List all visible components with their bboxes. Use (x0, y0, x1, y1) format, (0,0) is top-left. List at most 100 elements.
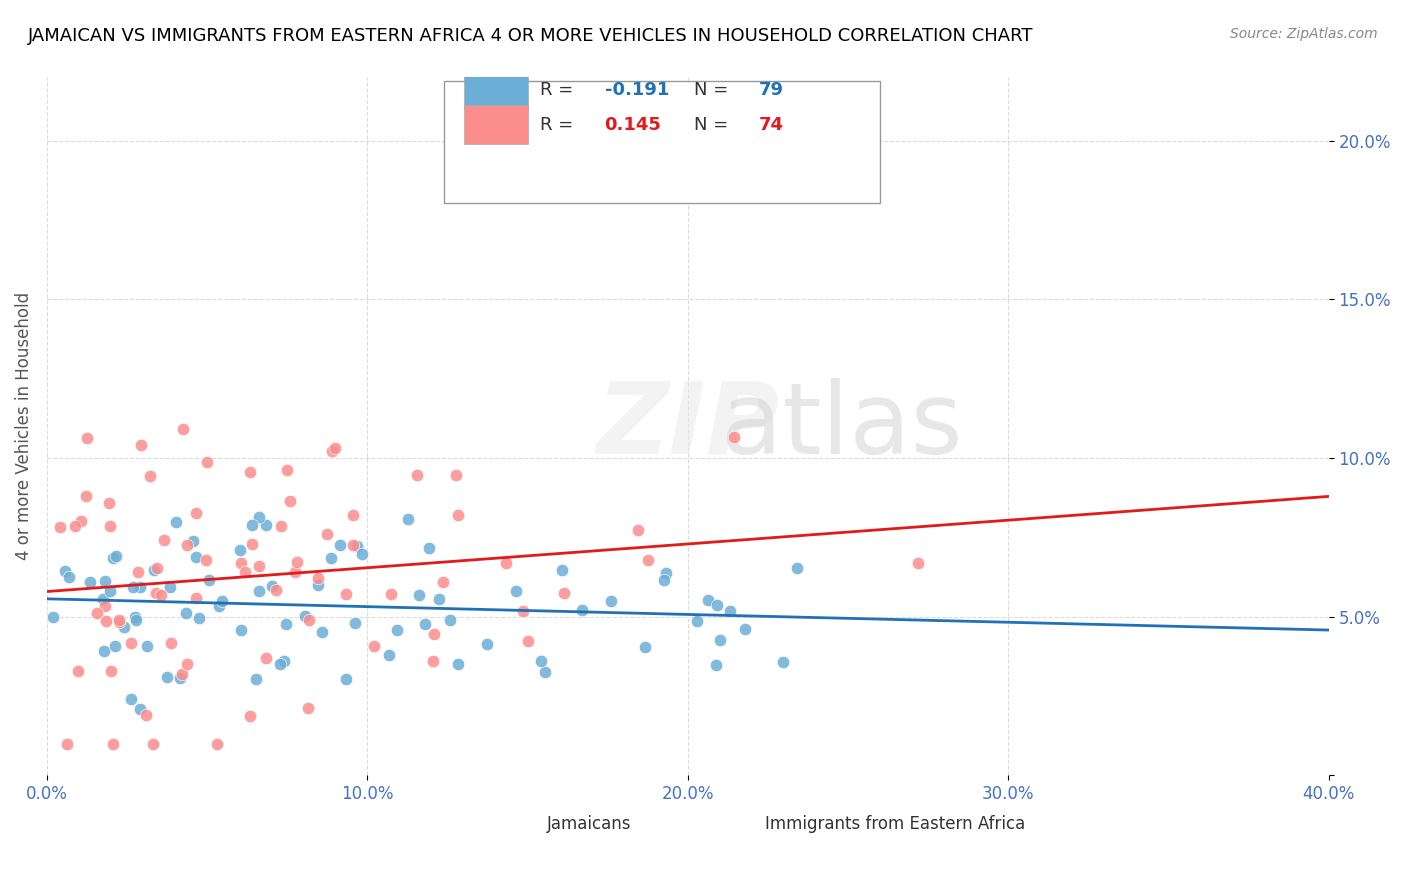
Point (475, 637, 498, 651)
Point (380, 587, 402, 601)
Point (329, 538, 352, 552)
Point (174, 607, 197, 621)
Point (533, 665, 555, 680)
Point (239, 465, 262, 479)
Point (105, 549, 128, 563)
Point (571, 603, 593, 617)
FancyBboxPatch shape (464, 70, 527, 109)
Point (516, 633, 538, 648)
Point (183, 533, 205, 548)
Point (346, 540, 368, 554)
Point (553, 586, 575, 600)
Point (103, 737, 125, 751)
Point (233, 565, 256, 579)
Point (315, 526, 337, 541)
Point (276, 463, 298, 477)
Point (427, 592, 450, 607)
Point (207, 737, 229, 751)
Point (406, 467, 429, 482)
Point (704, 658, 727, 673)
Point (439, 613, 461, 627)
Point (706, 599, 728, 613)
Point (93, 591, 115, 606)
Point (245, 672, 267, 686)
Point (76, 431, 98, 445)
FancyBboxPatch shape (707, 806, 758, 842)
Text: Source: ZipAtlas.com: Source: ZipAtlas.com (1230, 27, 1378, 41)
Point (652, 574, 675, 588)
Point (285, 555, 308, 569)
Point (422, 654, 444, 668)
Point (444, 468, 467, 483)
Point (122, 580, 145, 594)
Point (97, 496, 120, 510)
Point (418, 541, 440, 555)
Point (413, 617, 436, 632)
Point (342, 508, 364, 522)
Point (342, 538, 364, 552)
FancyBboxPatch shape (444, 81, 880, 203)
Text: Jamaicans: Jamaicans (547, 815, 631, 833)
Point (138, 469, 160, 483)
Point (321, 550, 343, 565)
Point (93, 643, 115, 657)
Point (98, 584, 121, 599)
Point (378, 648, 401, 662)
Point (551, 563, 574, 577)
Point (447, 657, 470, 671)
Point (108, 613, 131, 627)
Point (165, 515, 187, 529)
Text: -0.191: -0.191 (605, 81, 669, 99)
Point (156, 670, 179, 684)
Point (169, 672, 191, 686)
Point (228, 543, 250, 558)
Point (350, 547, 373, 561)
Text: JAMAICAN VS IMMIGRANTS FROM EASTERN AFRICA 4 OR MORE VEHICLES IN HOUSEHOLD CORRE: JAMAICAN VS IMMIGRANTS FROM EASTERN AFRI… (28, 27, 1033, 45)
Point (786, 561, 808, 575)
Point (146, 561, 169, 575)
Point (297, 701, 319, 715)
Point (408, 589, 430, 603)
Text: 0.145: 0.145 (605, 116, 661, 134)
Point (344, 616, 367, 631)
Point (42, 609, 65, 624)
Point (176, 657, 198, 671)
Point (98, 519, 121, 533)
Point (637, 553, 659, 567)
Point (396, 512, 419, 526)
Text: Immigrants from Eastern Africa: Immigrants from Eastern Africa (765, 815, 1025, 833)
Point (176, 538, 198, 552)
Point (239, 709, 262, 723)
Point (734, 622, 756, 636)
Text: 79: 79 (758, 81, 783, 99)
Point (264, 582, 287, 597)
Point (249, 558, 271, 573)
Point (149, 588, 172, 602)
Point (307, 578, 329, 592)
Point (323, 441, 346, 455)
Point (184, 591, 207, 605)
Point (363, 639, 385, 653)
Point (387, 623, 409, 637)
Point (262, 579, 284, 593)
Point (188, 611, 211, 625)
Point (242, 517, 264, 532)
Point (186, 506, 208, 520)
Point (75, 489, 97, 503)
Point (142, 563, 165, 577)
Point (627, 523, 650, 537)
Point (153, 533, 176, 548)
Point (423, 627, 446, 641)
Point (634, 640, 657, 654)
Point (53, 564, 76, 578)
Point (108, 615, 131, 629)
Point (86, 606, 108, 620)
Point (70, 514, 93, 528)
Point (55, 737, 77, 751)
Point (100, 664, 122, 678)
Text: R =: R = (540, 116, 579, 134)
Point (254, 651, 277, 665)
Point (198, 573, 221, 587)
Point (129, 701, 152, 715)
Point (120, 692, 142, 706)
